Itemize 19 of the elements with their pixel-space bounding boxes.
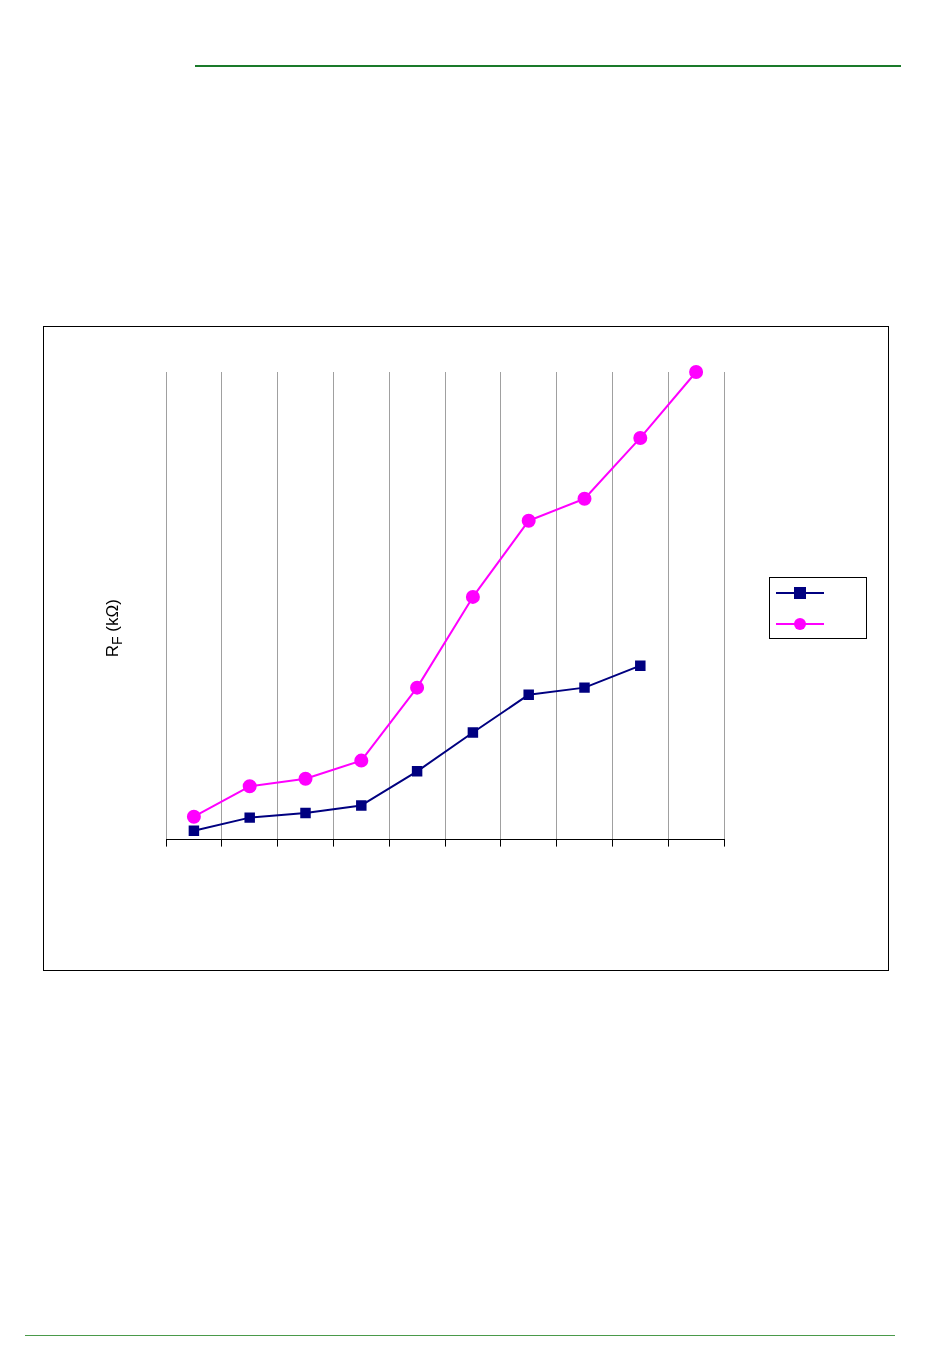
point (635, 660, 646, 671)
point (354, 753, 369, 768)
point (188, 825, 200, 836)
point (577, 491, 592, 506)
point (633, 430, 648, 445)
point (356, 800, 367, 811)
point (689, 365, 704, 379)
point (244, 812, 255, 823)
point (300, 807, 311, 819)
point (411, 766, 423, 777)
point (465, 589, 480, 604)
point (521, 513, 536, 528)
point (523, 689, 534, 700)
point (467, 727, 479, 738)
point (186, 809, 201, 824)
point (242, 779, 257, 794)
point (579, 682, 590, 693)
point (410, 680, 425, 695)
point (298, 771, 313, 786)
